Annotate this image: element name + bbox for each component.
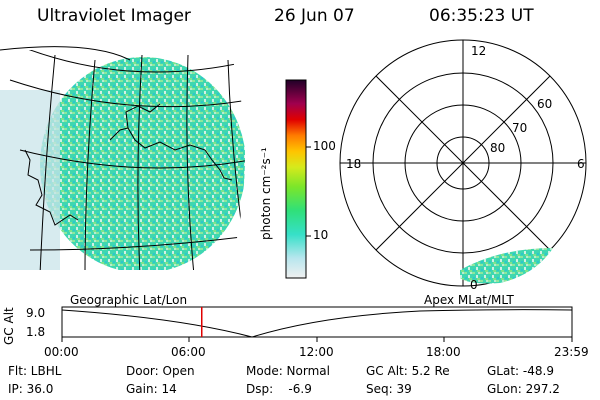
orbit-x-tick-0: 00:00: [44, 345, 79, 359]
time-label: 06:35:23 UT: [429, 6, 534, 26]
orbit-plot: [61, 306, 573, 342]
orbit-x-tick-3: 18:00: [426, 345, 461, 359]
mlt-label-12: 12: [471, 44, 487, 58]
geographic-grid: [4, 50, 245, 270]
colorbar: [285, 79, 311, 279]
polar-plot: [339, 39, 587, 287]
coastline: [24, 103, 233, 226]
orbit-x-tick-1: 06:00: [171, 345, 206, 359]
orbit-y-tick-max: 9.0: [26, 306, 46, 320]
orbit-y-label: GC Alt: [2, 307, 16, 345]
status-ip: IP: 36.0: [8, 382, 54, 396]
polar-aurora-patch: [460, 248, 553, 284]
status-seq: Seq: 39: [366, 382, 412, 396]
status-dsp: Dsp: -6.9: [246, 382, 312, 396]
colorbar-tick-100: 100: [313, 139, 336, 153]
colorbar-tick-10: 10: [313, 228, 329, 242]
status-door: Door: Open: [126, 364, 195, 378]
status-glat: GLat: -48.9: [487, 364, 554, 378]
colorbar-unit-label: photon cm⁻²s⁻¹: [259, 147, 273, 240]
altitude-curve: [61, 309, 573, 338]
status-mode: Mode: Normal: [246, 364, 330, 378]
uv-image-disc: [40, 57, 245, 270]
mlat-label-70: 70: [512, 121, 528, 135]
status-glon: GLon: 297.2: [487, 382, 560, 396]
mlt-label-6: 6: [577, 157, 585, 171]
instrument-title: Ultraviolet Imager: [37, 6, 191, 26]
date-label: 26 Jun 07: [274, 6, 355, 26]
mlat-label-80: 80: [490, 141, 506, 155]
status-filter: Flt: LBHL: [8, 364, 62, 378]
mlt-label-0: 0: [470, 278, 478, 292]
apex-caption: Apex MLat/MLT: [424, 293, 514, 307]
mlt-label-18: 18: [346, 157, 362, 171]
geographic-caption: Geographic Lat/Lon: [70, 293, 188, 307]
orbit-x-tick-4: 23:59: [554, 345, 589, 359]
orbit-y-tick-min: 1.8: [26, 325, 46, 339]
status-gc-alt: GC Alt: 5.2 Re: [366, 364, 450, 378]
mlat-label-60: 60: [537, 97, 553, 111]
status-gain: Gain: 14: [126, 382, 177, 396]
orbit-x-tick-2: 12:00: [299, 345, 334, 359]
colorbar-gradient: [285, 79, 307, 279]
uv-image-panel: [0, 46, 245, 270]
